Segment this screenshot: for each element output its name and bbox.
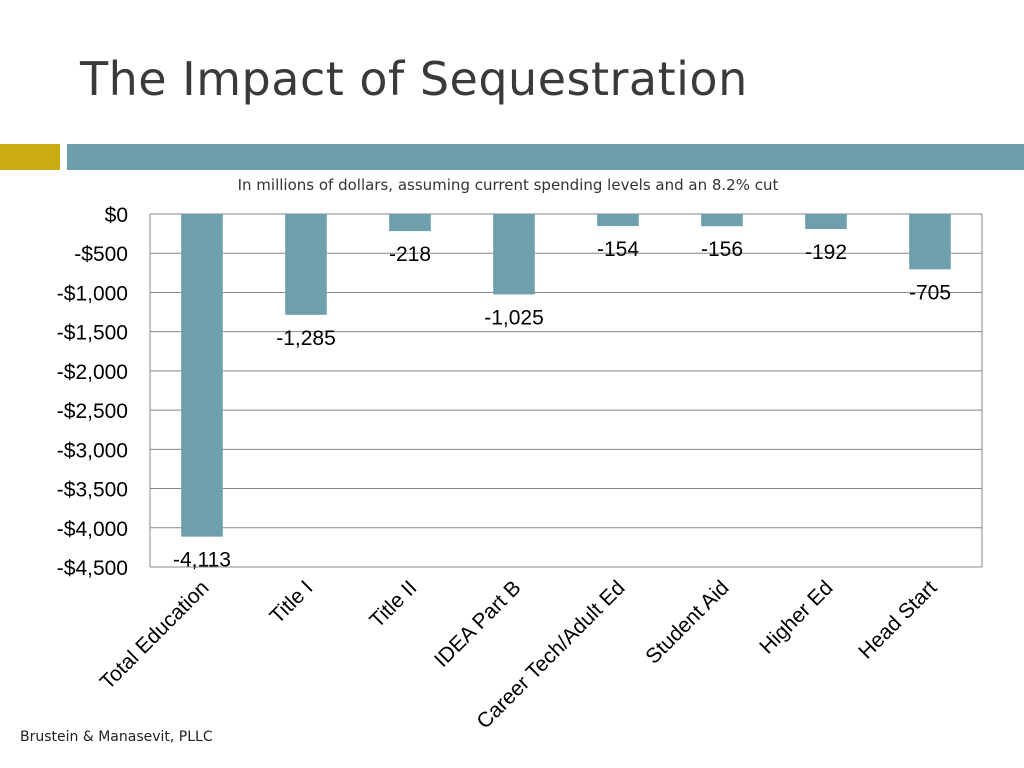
data-label: -4,113 [173,549,231,572]
y-tick-label: -$1,500 [57,322,128,345]
chart-subtitle: In millions of dollars, assuming current… [238,176,779,194]
bar [389,214,431,232]
y-tick-label: -$3,000 [57,439,128,462]
data-label: -156 [701,238,743,261]
bar [285,214,327,315]
y-tick-label: -$4,500 [57,557,128,580]
y-tick-label: -$2,000 [57,361,128,384]
slide-title: The Impact of Sequestration [80,52,748,106]
bar [805,214,847,230]
y-tick-label: -$2,500 [57,400,128,423]
y-tick-label: -$3,500 [57,479,128,502]
bar [909,214,951,270]
bar [597,214,639,227]
x-tick-label: Higher Ed [755,576,837,658]
bar [493,214,535,295]
y-tick-label: -$4,000 [57,518,128,541]
data-label: -705 [909,281,951,304]
y-tick-label: $0 [105,204,128,227]
y-tick-label: -$500 [74,243,128,266]
footer-credit: Brustein & Manasevit, PLLC [20,729,213,745]
y-tick-label: -$1,000 [57,282,128,305]
x-tick-label: Head Start [854,576,941,663]
x-tick-label: Title I [266,576,318,628]
data-label: -154 [597,238,639,261]
accent-bar-gold [0,144,60,170]
data-label: -192 [805,241,847,264]
x-tick-label: Total Education [96,576,214,694]
x-tick-label: IDEA Part B [430,576,525,671]
bar [181,214,223,537]
data-label: -1,025 [484,306,544,329]
bar [701,214,743,227]
accent-bar-teal [67,144,1024,170]
x-tick-label: Student Aid [641,576,733,668]
data-label: -1,285 [276,327,336,350]
data-label: -218 [389,243,431,266]
x-tick-label: Title II [365,576,421,632]
